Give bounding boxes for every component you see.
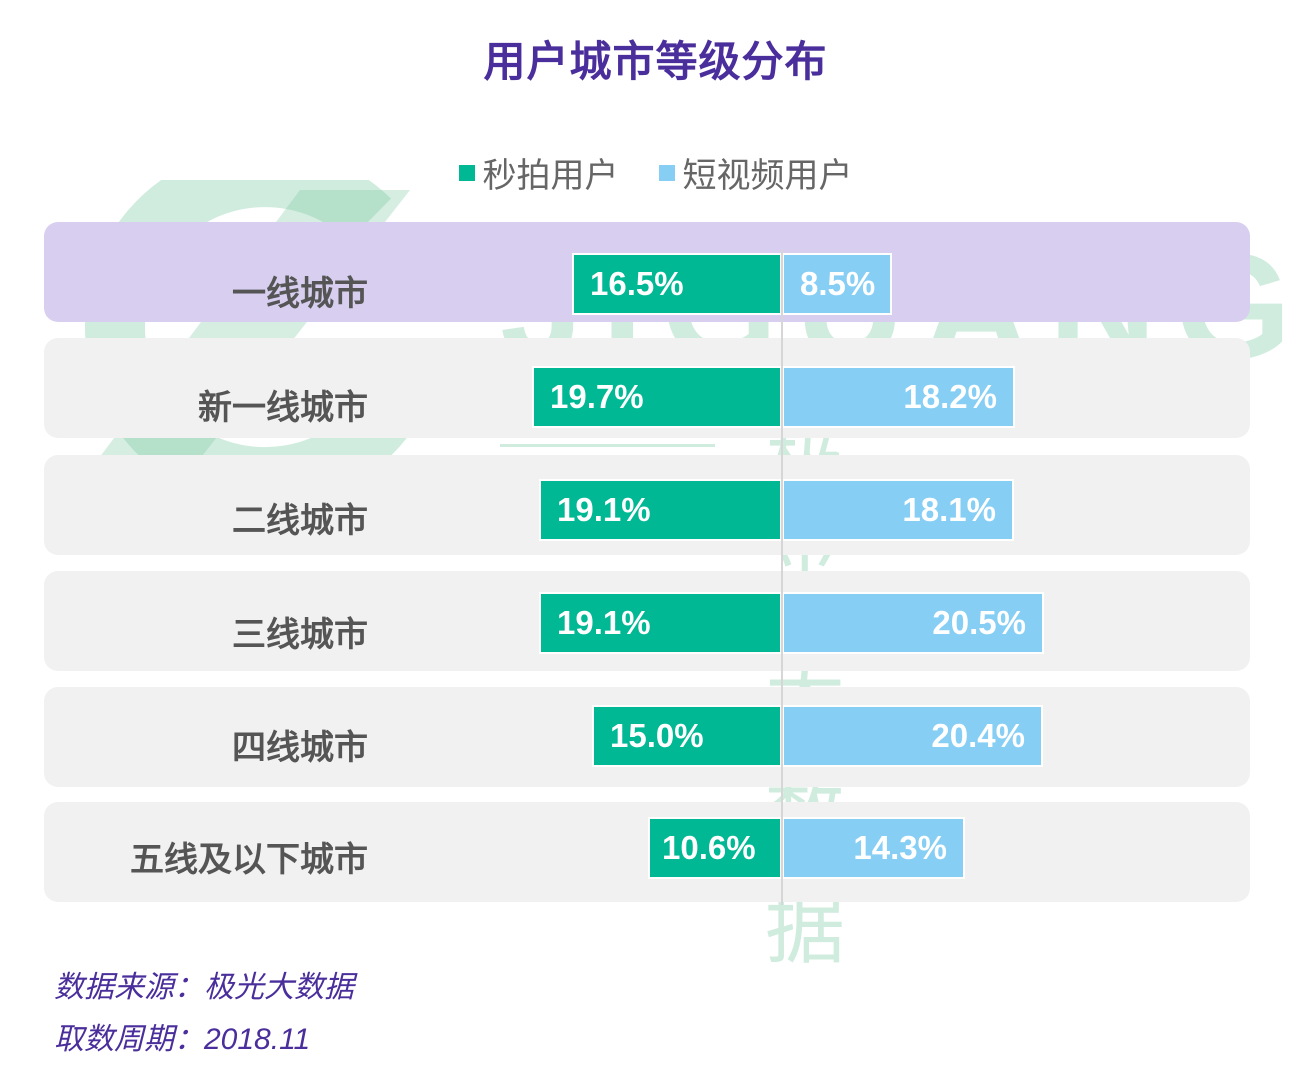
bar-miaopai: 19.1% bbox=[539, 592, 782, 654]
row-label: 三线城市 bbox=[232, 616, 368, 654]
legend-label: 短视频用户 bbox=[682, 157, 853, 195]
bar-short-video: 18.1% bbox=[782, 479, 1014, 541]
bar-miaopai: 16.5% bbox=[572, 253, 782, 315]
bar-short-video: 20.4% bbox=[782, 705, 1043, 767]
bar-short-video: 18.2% bbox=[782, 366, 1015, 428]
row-tier5-below bbox=[44, 802, 1250, 902]
bar-short-video: 8.5% bbox=[782, 253, 892, 315]
legend-item-miaopai: 秒拍用户 bbox=[458, 148, 619, 197]
data-source: 数据来源：极光大数据 bbox=[54, 971, 354, 1004]
row-label: 二线城市 bbox=[232, 502, 368, 540]
legend-item-short-video: 短视频用户 bbox=[658, 148, 853, 197]
legend-label: 秒拍用户 bbox=[482, 157, 619, 195]
legend-swatch-icon bbox=[458, 164, 475, 181]
watermark-line bbox=[500, 444, 715, 447]
row-label: 四线城市 bbox=[232, 729, 368, 767]
row-label: 五线及以下城市 bbox=[130, 841, 368, 879]
legend: 秒拍用户 短视频用户 bbox=[0, 148, 1311, 197]
row-label: 一线城市 bbox=[232, 275, 368, 313]
bar-short-video: 14.3% bbox=[782, 817, 965, 879]
bar-miaopai: 10.6% bbox=[648, 817, 782, 879]
data-period: 取数周期：2018.11 bbox=[54, 1023, 311, 1056]
bar-miaopai: 15.0% bbox=[592, 705, 782, 767]
bar-miaopai: 19.1% bbox=[539, 479, 782, 541]
legend-swatch-icon bbox=[658, 164, 675, 181]
bar-miaopai: 19.7% bbox=[532, 366, 782, 428]
chart-title: 用户城市等级分布 bbox=[483, 38, 828, 85]
bar-short-video: 20.5% bbox=[782, 592, 1044, 654]
row-label: 新一线城市 bbox=[198, 389, 368, 427]
center-axis bbox=[781, 250, 783, 905]
